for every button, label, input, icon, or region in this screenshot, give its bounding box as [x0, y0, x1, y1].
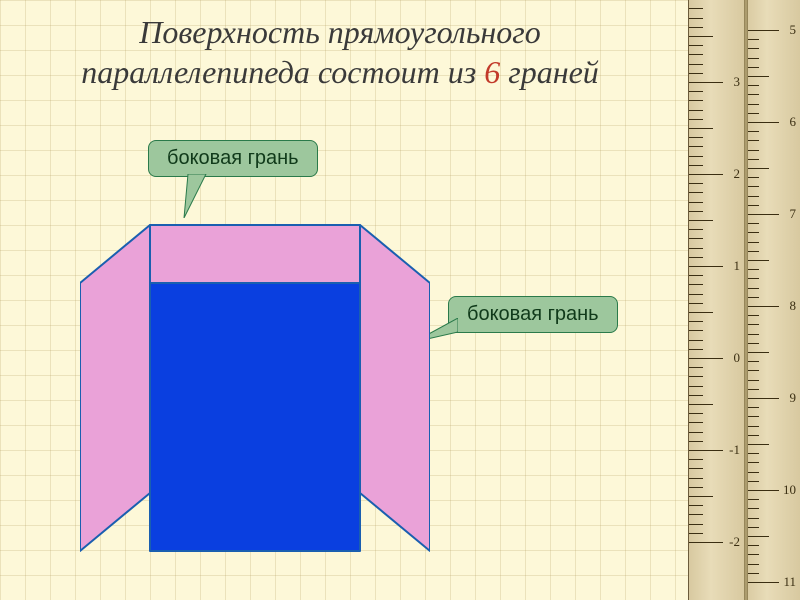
title-number: 6	[484, 54, 500, 90]
ruler-divider	[744, 0, 748, 600]
ruler-numbers: 567891011	[776, 0, 796, 600]
callout-label: боковая грань	[467, 303, 599, 325]
ruler-numbers: 43210-1-2	[720, 0, 740, 600]
title-line2-b: граней	[500, 54, 599, 90]
callout-back-face: боковая грань	[148, 140, 318, 177]
cuboid-figure	[80, 210, 430, 570]
cuboid-svg	[80, 210, 430, 570]
title-line2-a: параллелепипеда состоит из	[81, 54, 484, 90]
face-left	[80, 225, 150, 551]
ruler-pair: 43210-1-2 567891011	[688, 0, 800, 600]
page-title: Поверхность прямоугольного параллелепипе…	[0, 12, 680, 92]
callout-label: боковая грань	[167, 147, 299, 169]
callout-right-face: боковая грань	[448, 296, 618, 333]
face-front	[150, 283, 360, 551]
title-line1: Поверхность прямоугольного	[139, 14, 541, 50]
ruler-right: 567891011	[744, 0, 800, 600]
face-right	[360, 225, 430, 551]
ruler-left: 43210-1-2	[688, 0, 744, 600]
